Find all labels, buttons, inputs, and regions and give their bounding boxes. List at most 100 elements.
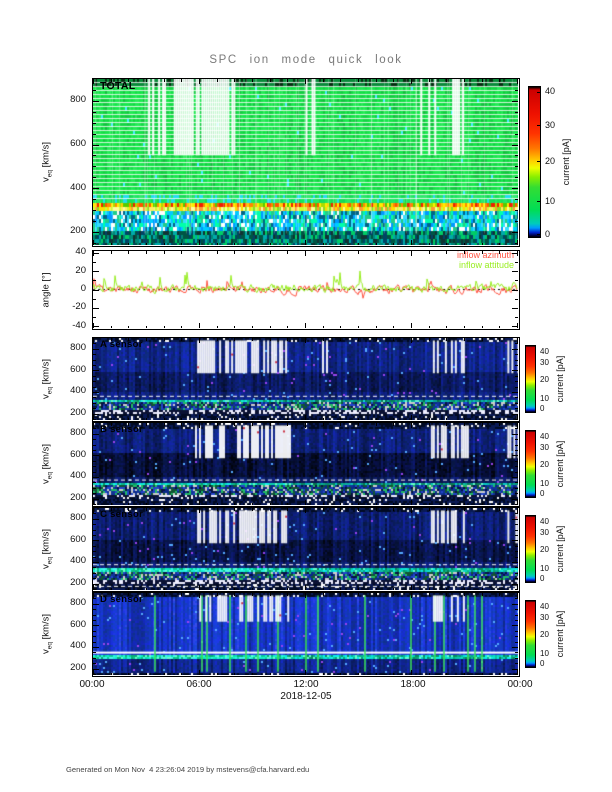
y-tick-label-d: 600 [70,618,86,630]
x-tick [446,423,448,426]
y-tick-label-b: 600 [70,448,86,460]
x-tick [481,587,483,590]
x-tick [517,585,518,590]
x-tick [199,423,200,428]
colorbar-tick [537,201,540,202]
y-tick-label-c: 600 [70,533,86,545]
x-tick [375,593,377,596]
x-tick [393,502,395,505]
x-tick [517,670,518,675]
x-tick [428,251,430,254]
x-tick [446,587,448,590]
y-tick [512,188,518,190]
y-tick [515,280,518,282]
y-tick [515,298,518,300]
x-tick [199,251,200,256]
x-tick [411,423,412,428]
y-tick [93,498,99,500]
y-tick [515,551,518,553]
y-tick-label-a: 400 [70,385,86,397]
y-tick [93,298,96,300]
y-tick [515,199,518,201]
x-tick [411,593,412,598]
y-tick [515,166,518,168]
x-tick [340,593,342,596]
colorbar-tick [537,91,540,93]
x-tick [340,325,342,328]
x-tick [234,325,236,328]
y-tick-label-c: 400 [70,555,86,567]
y-tick [93,155,96,157]
x-tick [269,417,271,420]
x-tick [322,325,324,328]
panel-label-total: TOTAL [100,80,136,92]
y-tick [93,439,96,441]
x-tick [216,325,218,328]
x-tick [216,242,218,245]
y-tick [93,348,99,350]
colorbar-tick-label: 10 [540,563,549,573]
x-tick [269,242,271,245]
x-tick [181,508,183,511]
y-tick [93,567,96,569]
y-tick-label-angle: 0 [80,283,86,294]
y-tick [93,636,96,638]
x-tick [499,587,501,590]
y-tick [515,89,518,91]
x-tick [146,508,147,511]
x-tick [181,338,183,341]
y-tick [93,471,96,473]
y-tick [93,144,99,146]
y-tick [93,540,99,542]
x-tick [517,593,518,598]
x-tick [93,338,94,343]
x-tick [234,251,236,254]
x-tick [393,508,395,511]
y-tick [93,449,96,451]
x-tick [163,325,165,328]
x-tick [128,587,130,590]
y-tick-label-total: 800 [70,94,86,106]
x-tick [340,251,342,254]
x-tick [110,508,112,511]
y-tick [93,556,96,558]
x-tick [199,240,200,245]
y-tick [93,572,96,574]
y-tick [515,663,518,665]
x-tick [234,502,236,505]
y-tick [93,529,96,531]
x-tick [252,423,253,426]
y-tick [93,122,96,124]
y-tick [512,271,518,273]
x-tick [181,672,183,675]
y-tick [93,455,99,457]
y-tick [515,609,518,611]
y-tick-label-b: 400 [70,470,86,482]
x-tick [287,672,289,675]
x-tick [499,593,501,596]
x-tick [110,242,112,245]
x-tick [375,242,377,245]
x-tick [375,672,377,675]
x-tick [269,587,271,590]
y-tick [512,455,518,457]
y-tick [93,673,96,675]
y-tick [515,402,518,404]
x-tick [287,423,289,426]
x-tick [146,242,147,245]
x-tick [252,79,253,82]
panel-a-sensor: A sensor [92,337,520,422]
colorbar-tick-label: 40 [545,86,556,97]
x-tick [411,338,412,343]
x-tick [340,502,342,505]
x-tick [93,593,94,598]
x-tick [393,251,395,254]
panel-label-d-sensor: D sensor [100,594,144,605]
x-tick [322,672,324,675]
x-tick [234,593,236,596]
y-tick [93,668,99,670]
x-tick [163,423,165,426]
x-tick [110,338,112,341]
panel-total-spectrogram: TOTAL [92,78,520,247]
x-tick [393,338,395,341]
